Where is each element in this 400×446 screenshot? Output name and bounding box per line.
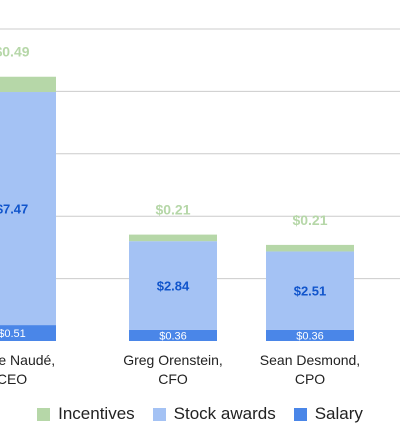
x-tick-label-1: Greg Orenstein, bbox=[123, 352, 223, 368]
x-tick-label-2: Sean Desmond, bbox=[260, 352, 360, 368]
bar-stock-awards-1[interactable] bbox=[129, 241, 217, 330]
data-label-salary-0: $0.51 bbox=[0, 328, 26, 340]
x-tick-sublabel-2: CPO bbox=[295, 371, 325, 387]
bar-incentives-1[interactable] bbox=[129, 234, 217, 242]
legend: Incentives Stock awards Salary bbox=[0, 400, 400, 428]
bar-salary-2[interactable] bbox=[266, 329, 354, 341]
x-tick-label-0: Pierre Naudé, bbox=[0, 352, 55, 368]
legend-item-salary[interactable]: Salary bbox=[293, 404, 363, 424]
bars bbox=[0, 76, 354, 341]
bar-stock-awards-0[interactable] bbox=[0, 92, 56, 326]
x-tick-sublabel-0: CEO bbox=[0, 371, 27, 387]
data-label-incentives-1: $0.21 bbox=[155, 202, 190, 218]
legend-item-stock-awards[interactable]: Stock awards bbox=[152, 404, 276, 424]
data-label-salary-1: $0.36 bbox=[159, 330, 187, 342]
bar-salary-0[interactable] bbox=[0, 325, 56, 341]
data-label-stock-awards-0: $7.47 bbox=[0, 202, 28, 217]
legend-label-stock-awards: Stock awards bbox=[173, 404, 276, 423]
legend-item-incentives[interactable]: Incentives bbox=[37, 404, 135, 424]
bar-incentives-2[interactable] bbox=[266, 244, 354, 252]
data-label-incentives-2: $0.21 bbox=[292, 212, 327, 228]
data-label-incentives-0: $0.49 bbox=[0, 44, 30, 60]
bar-incentives-0[interactable] bbox=[0, 76, 56, 93]
legend-swatch-incentives bbox=[37, 407, 51, 421]
legend-swatch-stock-awards bbox=[152, 407, 166, 421]
data-label-stock-awards-1: $2.84 bbox=[157, 278, 190, 293]
legend-swatch-salary bbox=[293, 407, 307, 421]
x-tick-labels: Pierre Naudé, CEO Greg Orenstein, CFO Sean D… bbox=[0, 352, 360, 387]
data-label-salary-2: $0.36 bbox=[296, 330, 324, 342]
data-label-stock-awards-2: $2.51 bbox=[294, 284, 327, 299]
data-labels: $0.51 $7.47 $0.49 $0.36 $2.84 $0.21 $0.36 $2.51… bbox=[0, 44, 328, 343]
legend-label-incentives: Incentives bbox=[58, 404, 135, 423]
bar-stock-awards-2[interactable] bbox=[266, 251, 354, 330]
legend-label-salary: Salary bbox=[314, 404, 363, 423]
x-tick-sublabel-1: CFO bbox=[158, 371, 188, 387]
bar-salary-1[interactable] bbox=[129, 329, 217, 341]
